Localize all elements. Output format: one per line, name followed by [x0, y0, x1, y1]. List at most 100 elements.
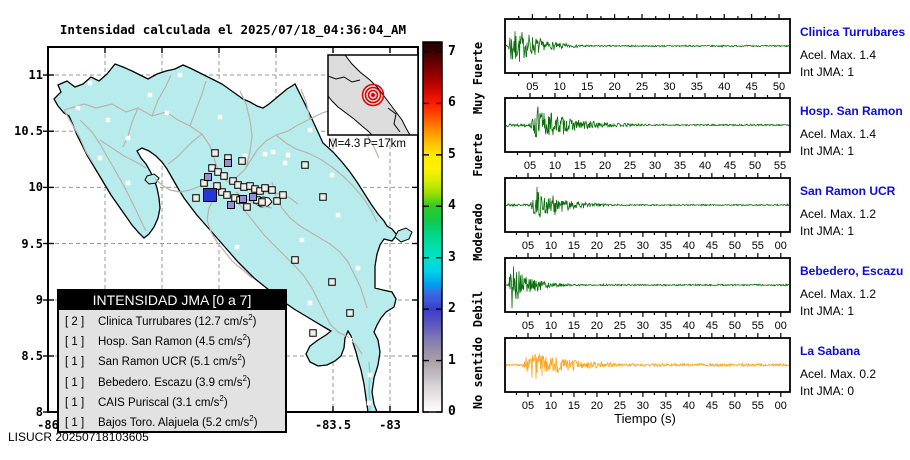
legend-header: INTENSIDAD JMA [0 a 7] — [59, 291, 285, 310]
waveform-time-tick-label: 05 — [522, 400, 534, 412]
station-markers — [75, 72, 373, 406]
x-axis-tick-label: -83 — [379, 418, 401, 432]
legend-intensity-bracket: [ 2 ] — [65, 315, 85, 328]
waveform-trace — [506, 353, 789, 379]
waveform-time-tick-label: 40 — [683, 400, 695, 412]
legend-row: [ 1 ] CAIS Puriscal (3.1 cm/s2) — [59, 391, 285, 411]
station-jma-intensity: Int JMA: 0 — [800, 384, 855, 398]
epicenter-rings-icon — [361, 83, 385, 107]
waveform-time-tick-label: 10 — [545, 320, 557, 332]
network-station-marker — [367, 372, 373, 378]
network-station-marker — [335, 212, 341, 218]
station-jma-intensity: Int JMA: 1 — [800, 144, 855, 158]
observed-station-marker — [220, 172, 228, 180]
footer-credit: LISUCR 20250718103605 — [8, 430, 149, 444]
network-station-marker — [285, 152, 291, 158]
network-station-marker — [307, 300, 313, 306]
network-station-marker — [366, 400, 372, 406]
waveform-time-tick-label: 00 — [775, 320, 787, 332]
observed-station-marker — [328, 278, 336, 286]
colorbar-tick-label: 6 — [448, 95, 456, 111]
network-station-marker — [270, 149, 276, 155]
network-station-marker — [177, 72, 183, 78]
intensity-1-station-marker — [204, 173, 212, 181]
intensity-1-station-marker — [227, 201, 235, 209]
waveform-time-tick-label: 30 — [663, 81, 675, 93]
costa-rica-landmass — [53, 63, 398, 413]
waveform-time-tick-label: 00 — [775, 240, 787, 252]
colorbar-tick-label: 1 — [448, 352, 456, 368]
waveform-time-tick-label: 50 — [729, 240, 741, 252]
waveform-time-tick-label: 20 — [591, 400, 603, 412]
seismogram-waveform-canvas: 05 10 15 20 25 30 35 40 45 50 55 00 — [504, 333, 791, 412]
seismogram-waveform-canvas: 05 10 15 20 25 30 35 40 45 50 55 00 — [504, 253, 791, 332]
waveform-trace — [506, 106, 789, 138]
network-station-marker — [125, 180, 131, 186]
intensity-2-station-marker — [203, 188, 217, 202]
observed-station-marker — [346, 309, 354, 317]
waveform-time-tick-label: 50 — [749, 160, 761, 172]
waveform-time-tick-label: 45 — [746, 81, 758, 93]
waveform-time-tick-label: 35 — [660, 240, 672, 252]
waveform-time-tick-label: 30 — [649, 160, 661, 172]
waveform-time-tick-label: 25 — [614, 320, 626, 332]
waveform-time-tick-label: 15 — [568, 400, 580, 412]
waveform-time-tick-label: 40 — [699, 160, 711, 172]
network-station-marker — [329, 172, 335, 178]
station-max-acceleration: Acel. Max. 1.2 — [800, 207, 877, 221]
waveform-trace — [506, 266, 789, 309]
waveform-time-tick-label: 55 — [752, 400, 764, 412]
observed-station-marker — [229, 177, 237, 185]
observed-station-marker — [273, 197, 281, 205]
intensity-legend: INTENSIDAD JMA [0 a 7] [ 2 ] Clinica Turr… — [57, 289, 287, 434]
legend-intensity-bracket: [ 1 ] — [65, 356, 85, 369]
waveform-time-tick-label: 50 — [729, 320, 741, 332]
colorbar-tick-label: 3 — [448, 249, 456, 265]
inset-map — [327, 54, 419, 136]
seismogram-waveform-canvas: 05 10 15 20 25 30 35 40 45 50 — [504, 14, 791, 93]
waveform-time-tick-label: 55 — [752, 320, 764, 332]
network-station-marker — [217, 114, 223, 120]
waveform-time-tick-label: 10 — [554, 81, 566, 93]
y-axis-tick-label: 10 — [28, 180, 43, 195]
colorbar-ticks — [423, 51, 442, 413]
network-station-marker — [75, 105, 81, 111]
waveform-time-tick-label: 05 — [526, 81, 538, 93]
legend-intensity-bracket: [ 1 ] — [65, 396, 85, 409]
observed-station-marker — [238, 157, 246, 165]
legend-row: [ 2 ] Clinica Turrubares (12.7 cm/s2) — [59, 310, 285, 330]
colorbar-tick-label: 5 — [448, 146, 456, 162]
network-station-marker — [147, 92, 153, 98]
observed-station-marker — [223, 191, 231, 199]
observed-station-marker — [279, 191, 287, 199]
network-station-marker — [125, 135, 131, 141]
waveform-time-tick-label: 25 — [614, 240, 626, 252]
waveform-time-tick-label: 20 — [591, 320, 603, 332]
waveform-time-tick-label: 35 — [660, 320, 672, 332]
network-station-marker — [347, 337, 353, 343]
network-station-marker — [97, 155, 103, 161]
waveform-time-tick-label: 15 — [568, 240, 580, 252]
seismogram-panel-4: 05 10 15 20 25 30 35 40 45 50 55 00 — [495, 251, 805, 337]
seismogram-panel-2: 05 10 15 20 25 30 35 40 45 50 55 — [495, 91, 805, 177]
waveform-time-tick-label: 40 — [683, 320, 695, 332]
network-station-marker — [87, 195, 93, 201]
intensity-1-station-marker — [224, 159, 232, 167]
colorbar-gradient — [422, 41, 443, 413]
observed-station-marker — [214, 168, 222, 176]
station-max-acceleration: Acel. Max. 1.2 — [800, 287, 877, 301]
observed-station-marker — [268, 186, 276, 194]
seismogram-panel-3: 05 10 15 20 25 30 35 40 45 50 55 00 — [495, 171, 805, 257]
waveform-time-tick-label: 05 — [522, 240, 534, 252]
station-jma-intensity: Int JMA: 1 — [800, 224, 855, 238]
waveform-time-tick-label: 00 — [775, 400, 787, 412]
waveform-time-tick-label: 05 — [524, 160, 536, 172]
station-name: San Ramon UCR — [800, 184, 896, 198]
waveform-time-tick-label: 30 — [637, 320, 649, 332]
waveform-time-tick-label: 15 — [568, 320, 580, 332]
network-station-marker — [177, 225, 183, 231]
waveform-time-tick-label: 10 — [549, 160, 561, 172]
network-station-marker — [307, 127, 313, 133]
waveform-time-tick-label: 15 — [581, 81, 593, 93]
